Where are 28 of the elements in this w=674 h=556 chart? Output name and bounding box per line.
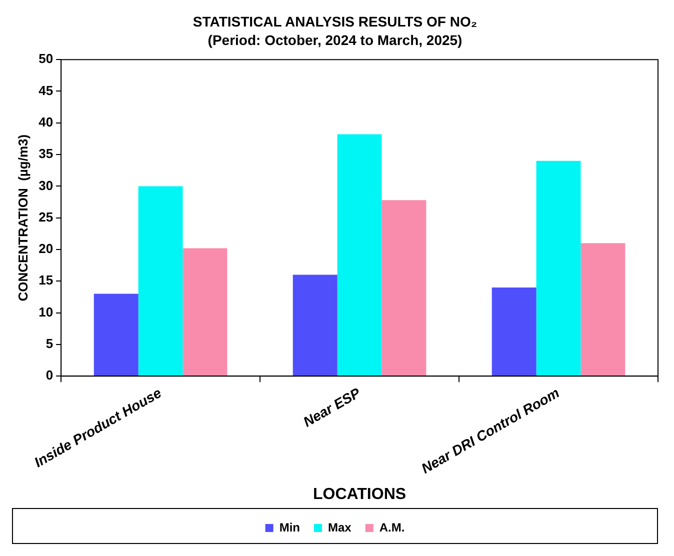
- bar: [138, 186, 183, 376]
- y-axis-title: CONCENTRATION (µg/m3): [15, 134, 30, 302]
- y-tick-label: 40: [38, 114, 54, 130]
- y-tick-label: 35: [38, 146, 54, 162]
- bar: [292, 274, 338, 376]
- legend-label: Max: [328, 520, 352, 534]
- bar: [580, 243, 626, 376]
- chart-title: STATISTICAL ANALYSIS RESULTS OF NO₂: [192, 13, 478, 30]
- chart-subtitle: (Period: October, 2024 to March, 2025): [208, 32, 462, 48]
- y-tick-label: 20: [38, 241, 54, 256]
- x-axis-title: LOCATIONS: [313, 486, 406, 503]
- y-tick-label: 0: [46, 368, 54, 383]
- bar: [337, 134, 382, 376]
- bar: [94, 294, 138, 376]
- y-tick-label: 30: [38, 178, 54, 193]
- y-tick-label: 45: [38, 82, 54, 98]
- bar: [492, 287, 536, 376]
- y-tick-label: 15: [38, 272, 54, 288]
- y-tick-label: 5: [46, 336, 54, 352]
- legend-label: Min: [279, 520, 300, 534]
- bar: [382, 200, 426, 376]
- legend-label: A.M.: [379, 520, 405, 534]
- y-tick-label: 50: [38, 51, 54, 66]
- bar: [536, 160, 581, 376]
- y-tick-label: 25: [38, 209, 54, 224]
- bar: [182, 248, 228, 376]
- x-tick-label: Near ESP: [300, 384, 364, 430]
- y-tick-label: 10: [38, 304, 54, 320]
